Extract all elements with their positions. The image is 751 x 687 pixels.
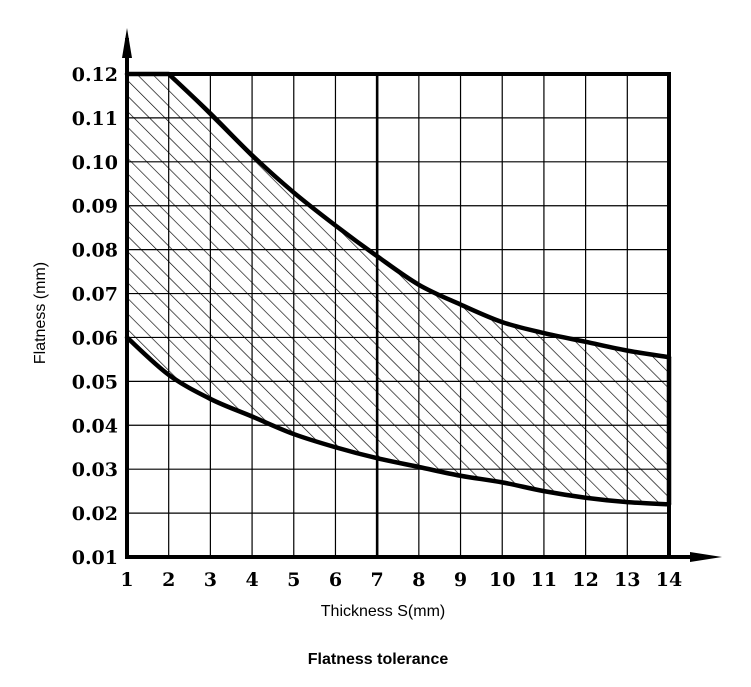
x-tick-label: 5 (287, 569, 300, 591)
axes (122, 28, 722, 562)
x-tick-label: 1 (120, 569, 133, 591)
tolerance-band-area (127, 74, 669, 505)
lower-limit-line (124, 335, 672, 507)
y-tick-label: 0.12 (72, 64, 118, 86)
x-tick-label: 13 (614, 569, 640, 591)
y-tick-label: 0.02 (72, 503, 118, 525)
upper-limit-line (124, 71, 672, 360)
x-tick-label: 8 (412, 569, 425, 591)
x-tick-label: 6 (329, 569, 342, 591)
y-axis-label: Flatness (mm) (32, 262, 49, 364)
y-tick-label: 0.04 (72, 415, 118, 437)
x-tick-label: 9 (454, 569, 467, 591)
chart-title: Flatness tolerance (308, 651, 449, 668)
x-tick-label: 2 (162, 569, 175, 591)
y-tick-label: 0.05 (72, 371, 118, 393)
y-axis-arrow-icon (122, 28, 132, 58)
x-tick-label: 7 (371, 569, 384, 591)
y-tick-labels: 0.01 0.02 0.03 0.04 0.05 0.06 0.07 0.08 0.09 0.10… (72, 64, 118, 569)
y-tick-label: 0.11 (72, 108, 118, 130)
x-tick-label: 12 (572, 569, 598, 591)
y-tick-label: 0.08 (72, 240, 118, 262)
x-tick-label: 4 (245, 569, 258, 591)
x-axis-arrow-icon (690, 552, 722, 562)
x-tick-label: 3 (204, 569, 217, 591)
x-axis-label: Thickness S(mm) (321, 603, 445, 620)
y-tick-label: 0.01 (72, 547, 118, 569)
y-tick-label: 0.07 (72, 284, 118, 306)
y-tick-label: 0.09 (72, 196, 118, 218)
y-tick-label: 0.10 (72, 152, 118, 174)
y-tick-label: 0.03 (72, 459, 118, 481)
x-tick-labels: 1 2 3 4 5 6 7 8 9 10 11 12 13 14 (120, 569, 682, 591)
x-tick-label: 14 (656, 569, 682, 591)
x-tick-label: 11 (531, 569, 557, 591)
y-tick-label: 0.06 (72, 327, 118, 349)
x-tick-label: 10 (489, 569, 515, 591)
